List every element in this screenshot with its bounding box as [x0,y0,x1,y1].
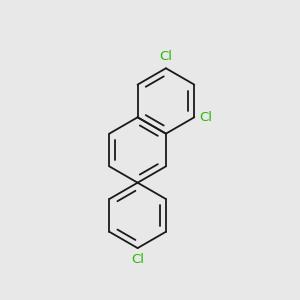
Text: Cl: Cl [199,111,212,124]
Text: Cl: Cl [131,253,144,266]
Text: Cl: Cl [159,50,172,63]
